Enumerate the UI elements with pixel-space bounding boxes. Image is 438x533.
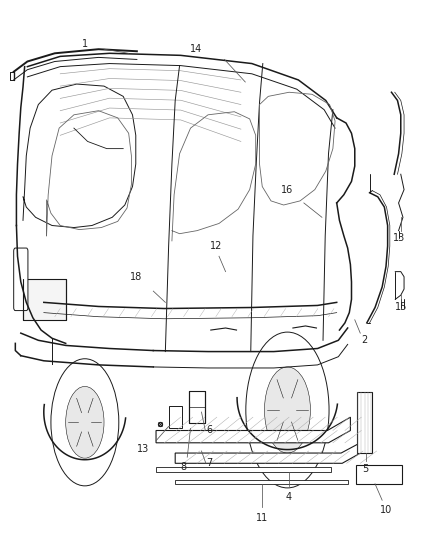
Text: 18: 18	[130, 272, 142, 282]
Text: 15: 15	[395, 303, 407, 312]
FancyBboxPatch shape	[169, 406, 182, 429]
Text: 8: 8	[180, 463, 187, 472]
Polygon shape	[175, 480, 348, 484]
Text: 11: 11	[256, 513, 268, 523]
Circle shape	[66, 386, 104, 458]
Text: 2: 2	[361, 335, 368, 345]
Circle shape	[265, 367, 311, 453]
FancyBboxPatch shape	[357, 392, 372, 453]
Polygon shape	[156, 417, 350, 443]
Text: 16: 16	[281, 184, 293, 195]
FancyBboxPatch shape	[14, 248, 28, 311]
Text: 6: 6	[206, 425, 212, 435]
Circle shape	[246, 332, 329, 488]
Text: 12: 12	[210, 241, 223, 251]
FancyBboxPatch shape	[23, 279, 66, 320]
Text: 1: 1	[82, 39, 88, 49]
Text: 13: 13	[138, 444, 149, 454]
FancyBboxPatch shape	[356, 465, 403, 484]
Polygon shape	[156, 467, 331, 472]
Text: 14: 14	[190, 44, 202, 54]
Text: 7: 7	[206, 458, 212, 469]
Text: 13: 13	[392, 233, 405, 243]
Text: 5: 5	[363, 464, 369, 474]
Text: 4: 4	[286, 492, 292, 502]
Text: 10: 10	[380, 505, 392, 515]
FancyBboxPatch shape	[189, 391, 205, 423]
Circle shape	[51, 359, 119, 486]
Polygon shape	[175, 441, 364, 463]
